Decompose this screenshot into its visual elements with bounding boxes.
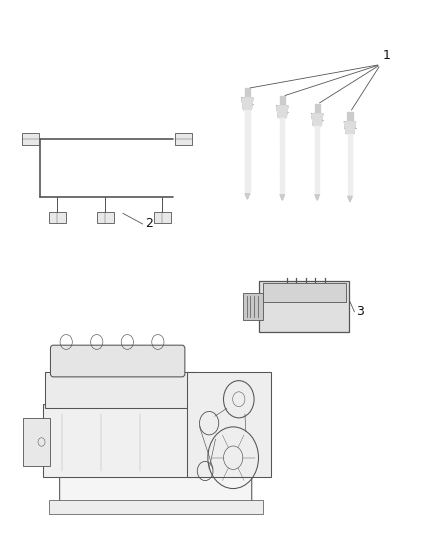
FancyBboxPatch shape <box>187 372 271 477</box>
Polygon shape <box>280 195 285 200</box>
FancyBboxPatch shape <box>49 500 263 514</box>
Polygon shape <box>314 104 320 114</box>
Text: 3: 3 <box>357 305 364 318</box>
Polygon shape <box>245 193 250 199</box>
FancyBboxPatch shape <box>49 212 66 223</box>
FancyBboxPatch shape <box>60 472 252 503</box>
FancyBboxPatch shape <box>97 212 114 223</box>
Text: 1: 1 <box>383 49 391 62</box>
Polygon shape <box>344 122 356 134</box>
FancyBboxPatch shape <box>154 212 170 223</box>
Polygon shape <box>315 126 319 195</box>
Polygon shape <box>242 98 253 110</box>
FancyBboxPatch shape <box>263 284 346 302</box>
FancyBboxPatch shape <box>50 345 185 377</box>
Polygon shape <box>245 110 250 193</box>
Polygon shape <box>311 114 323 126</box>
Text: 2: 2 <box>145 217 153 230</box>
Polygon shape <box>277 106 288 118</box>
Polygon shape <box>315 195 319 200</box>
FancyBboxPatch shape <box>23 418 50 466</box>
Polygon shape <box>347 112 353 122</box>
FancyBboxPatch shape <box>45 372 195 408</box>
FancyBboxPatch shape <box>259 281 349 332</box>
FancyBboxPatch shape <box>21 133 39 145</box>
Polygon shape <box>245 88 250 98</box>
Polygon shape <box>348 134 352 196</box>
FancyBboxPatch shape <box>42 404 198 477</box>
Polygon shape <box>348 196 352 201</box>
FancyBboxPatch shape <box>175 133 192 145</box>
Polygon shape <box>280 96 285 106</box>
Polygon shape <box>280 118 285 195</box>
FancyBboxPatch shape <box>243 293 263 319</box>
